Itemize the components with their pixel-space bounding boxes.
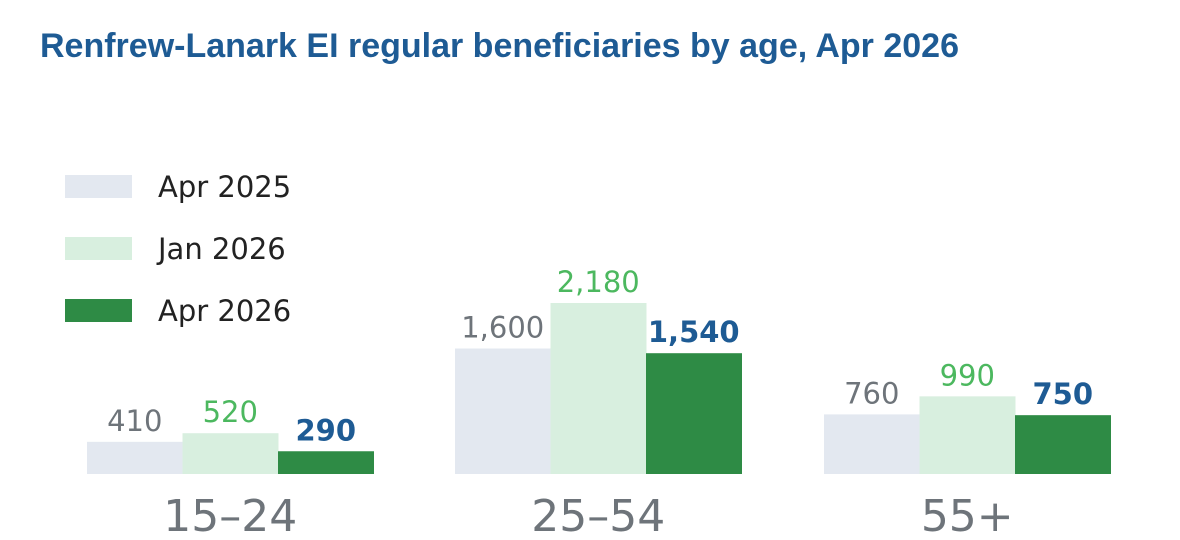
legend: Apr 2025 Jan 2026 Apr 2026 bbox=[65, 170, 291, 328]
bar-2-1 bbox=[182, 433, 279, 474]
value-label-1-2: 1,600 bbox=[461, 310, 544, 344]
value-label-2-2: 2,180 bbox=[557, 265, 640, 299]
category-label-2: 25–54 bbox=[531, 491, 665, 540]
bar-2-3 bbox=[919, 396, 1016, 474]
bar-2-2 bbox=[550, 303, 647, 474]
value-label-1-1: 410 bbox=[107, 404, 162, 438]
bar-3-3 bbox=[1015, 415, 1111, 474]
bar-1-2 bbox=[455, 348, 551, 474]
legend-label-1: Apr 2025 bbox=[158, 170, 291, 204]
legend-label-2: Jan 2026 bbox=[156, 232, 286, 266]
bars bbox=[87, 303, 1111, 474]
category-labels: 15–24 25–54 55+ bbox=[163, 491, 1013, 540]
value-label-2-1: 520 bbox=[203, 395, 258, 429]
legend-swatch-3 bbox=[65, 299, 132, 322]
value-label-2-3: 990 bbox=[940, 358, 995, 392]
value-label-3-1: 290 bbox=[295, 413, 356, 447]
legend-swatch-2 bbox=[65, 237, 132, 260]
legend-swatch-1 bbox=[65, 175, 132, 198]
chart-title: Renfrew-Lanark EI regular beneficiaries … bbox=[40, 27, 959, 65]
value-label-3-3: 750 bbox=[1032, 377, 1093, 411]
value-label-3-2: 1,540 bbox=[648, 315, 740, 349]
bar-3-1 bbox=[278, 451, 374, 474]
value-label-1-3: 760 bbox=[844, 376, 899, 410]
bar-1-3 bbox=[824, 414, 920, 474]
bar-1-1 bbox=[87, 441, 183, 474]
legend-label-3: Apr 2026 bbox=[158, 294, 291, 328]
category-label-1: 15–24 bbox=[163, 491, 297, 540]
bar-3-2 bbox=[646, 353, 742, 474]
category-label-3: 55+ bbox=[921, 491, 1014, 540]
